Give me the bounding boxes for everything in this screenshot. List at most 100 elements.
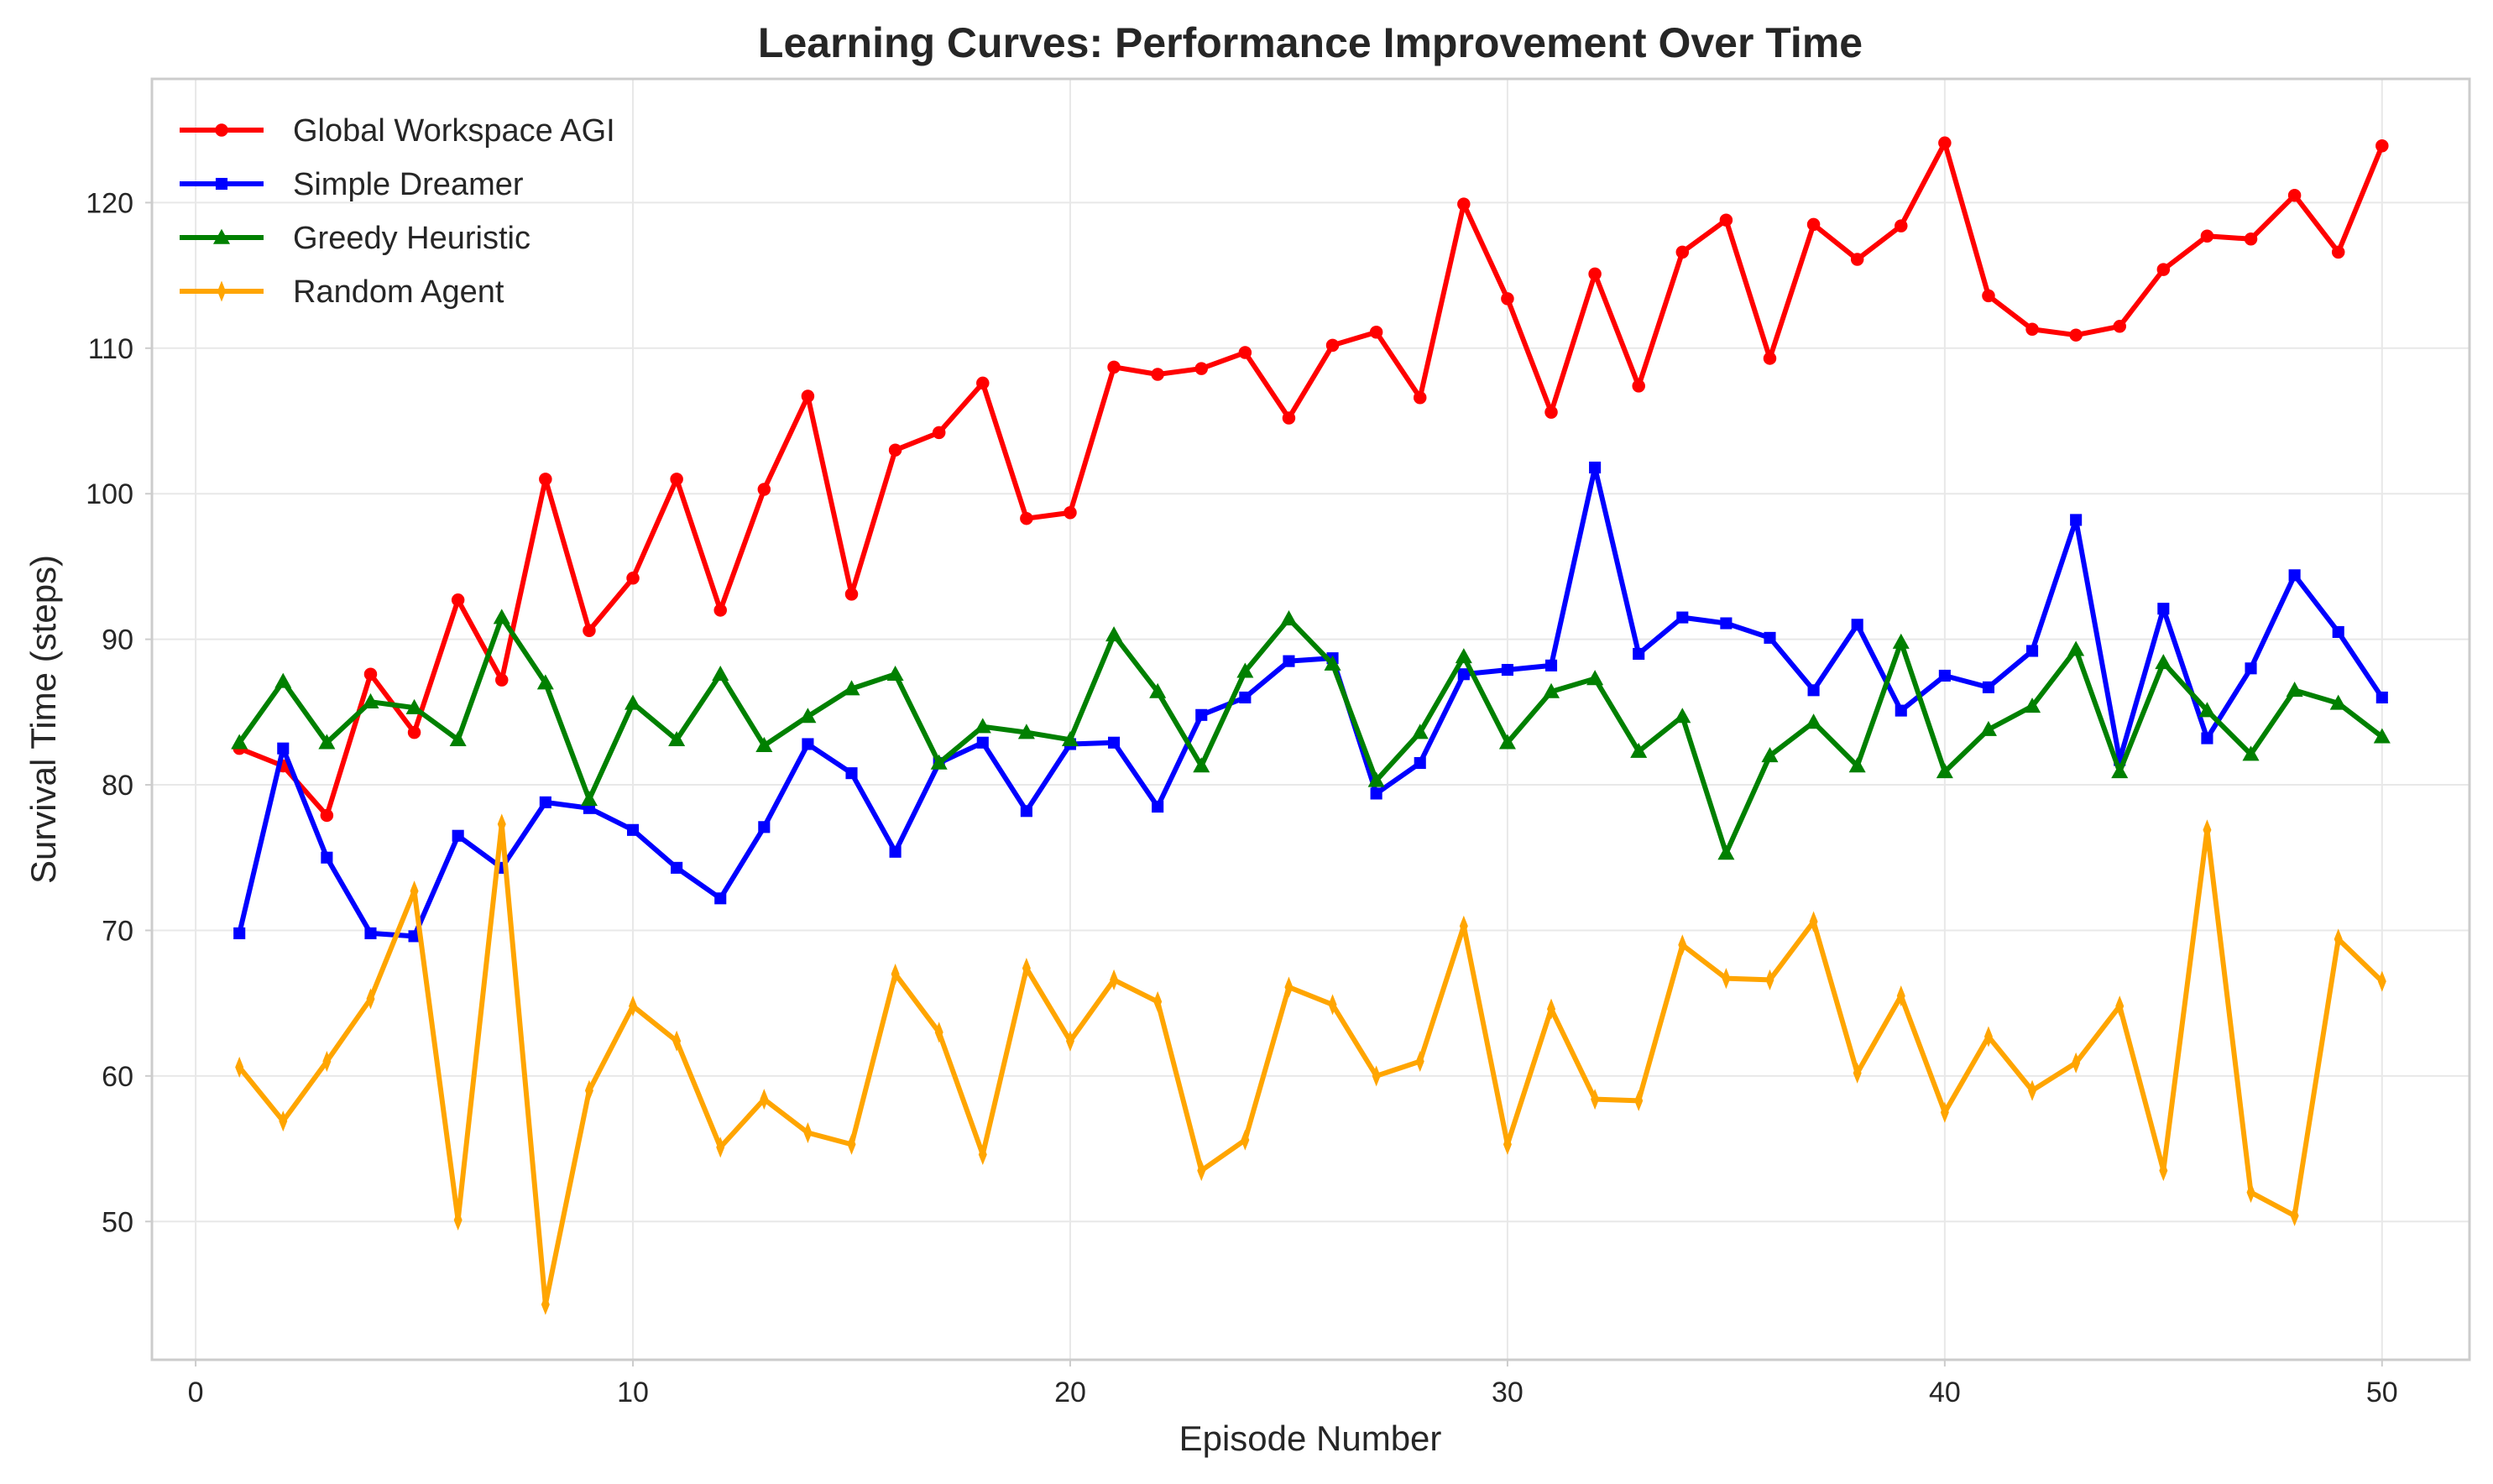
data-point [1722,968,1731,990]
data-point [1892,633,1910,649]
data-point [1325,338,1340,353]
legend-marker [215,123,228,137]
data-point [1586,670,1604,686]
data-point [629,995,638,1017]
data-point [449,730,467,747]
data-point [495,673,509,687]
data-point [321,851,333,864]
data-point [318,734,336,750]
data-point [2334,928,2343,950]
data-point [1895,219,1908,233]
data-point [1938,669,1951,682]
data-point [2200,229,2214,243]
data-point [1413,391,1427,405]
y-tick-label: 120 [86,187,133,219]
legend-label: Global Workspace AGI [293,113,615,149]
chart-title: Learning Curves: Performance Improvement… [758,19,1863,66]
data-point [1372,1065,1381,1087]
data-point [1675,245,1690,259]
data-point [2070,514,2083,526]
data-point [1848,757,1866,773]
data-point [2159,1160,2168,1182]
series [231,136,2391,1315]
data-point [1542,682,1560,698]
data-point [410,880,419,902]
data-point [1936,763,1953,779]
legend-item: Random Agent [180,274,504,310]
legend-label: Random Agent [293,274,504,310]
data-point [1764,631,1776,644]
data-point [1238,346,1252,359]
data-point [974,718,991,734]
data-point [844,588,859,601]
data-point [1152,800,1164,813]
data-point [1370,787,1382,800]
data-point [1151,368,1164,381]
data-point [932,426,946,440]
data-point [712,665,729,681]
data-point [1064,506,1077,520]
data-point [843,680,860,696]
series-line [237,140,2385,818]
data-point [1983,1026,1993,1048]
data-point [1414,756,1426,770]
data-point [274,672,292,688]
axis-ticks: 0 10 20 30 40 50 50 60 70 80 90 100 110 120 [86,187,2397,1408]
data-point [714,892,727,905]
data-point [231,734,248,750]
data-point [2290,1204,2299,1226]
data-point [362,692,379,708]
data-point [1108,736,1121,749]
data-point [2115,995,2125,1017]
data-point [277,742,290,755]
data-point [1807,684,1820,697]
data-point [2026,645,2039,657]
y-tick-label: 70 [102,915,133,947]
data-point [1284,976,1294,998]
data-point [2155,654,2172,670]
data-point [801,389,815,403]
series-random-agent [235,813,2386,1315]
data-point [1634,1089,1644,1111]
data-point [803,1121,813,1144]
data-point [2246,1182,2255,1204]
data-point [1369,325,1383,339]
data-point [976,736,989,749]
data-point [2375,691,2388,704]
data-point [2332,625,2344,639]
legend: Global Workspace AGI Simple Dreamer Greedy… [180,113,615,310]
data-point [1763,352,1777,365]
series-line [237,821,2385,1308]
data-point [626,572,640,585]
data-point [1676,611,1689,624]
data-point [1851,619,1863,631]
data-point [2111,763,2129,779]
y-tick-label: 90 [102,624,133,656]
data-point [891,963,900,985]
data-point [405,698,423,714]
legend-label: Greedy Heuristic [293,221,530,256]
data-point [886,665,904,681]
data-point [2242,745,2260,761]
data-point [2373,728,2391,744]
x-tick-label: 0 [188,1377,204,1408]
data-point [1678,934,1687,956]
data-point [1153,990,1163,1012]
y-tick-label: 60 [102,1061,133,1093]
data-point [2024,698,2041,713]
data-point [1717,844,1735,860]
data-point [1806,217,1821,232]
data-point [2113,320,2126,333]
data-point [366,988,375,1010]
data-point [2157,603,2170,615]
data-point [1328,994,1337,1016]
data-point [1503,1133,1512,1155]
legend-item: Simple Dreamer [180,167,524,202]
data-point [2069,328,2083,342]
data-point [2028,1079,2037,1101]
legend-item: Greedy Heuristic [180,221,530,256]
data-point [1020,511,1033,525]
data-point [2072,1052,2081,1074]
x-tick-label: 20 [1054,1377,1086,1408]
